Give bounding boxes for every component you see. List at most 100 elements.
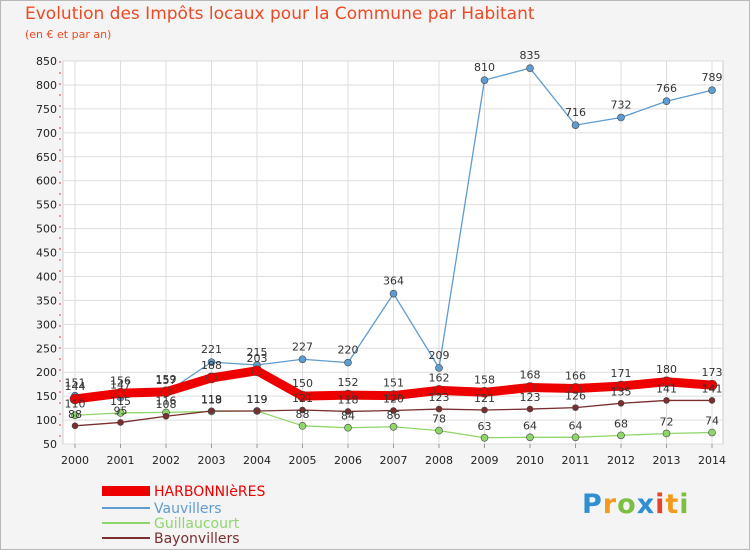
y-tick-label: 500	[36, 223, 57, 236]
data-label: 141	[656, 382, 677, 395]
legend-label: Bayonvillers	[154, 531, 240, 547]
data-point	[708, 397, 716, 404]
data-point	[435, 364, 443, 372]
data-label: 168	[520, 369, 541, 382]
data-point	[389, 289, 398, 298]
data-point	[435, 405, 443, 413]
y-tick-label: 600	[36, 175, 57, 188]
data-label: 173	[702, 366, 723, 379]
data-label: 84	[341, 410, 355, 423]
data-point	[570, 383, 581, 394]
data-point	[481, 406, 488, 414]
data-label: 152	[338, 376, 359, 389]
data-point	[479, 386, 490, 398]
chart-title: Evolution des Impôts locaux pour la Comm…	[25, 4, 535, 24]
data-label: 188	[201, 359, 222, 372]
data-label: 64	[523, 419, 537, 432]
proxiti-logo: Proxiti	[582, 489, 690, 520]
x-tick-label: 2003	[198, 454, 226, 467]
data-point	[524, 382, 536, 393]
data-point	[708, 428, 716, 437]
logo-letter: o	[617, 489, 637, 520]
data-point	[298, 355, 307, 364]
data-label: 121	[474, 392, 495, 405]
x-tick-label: 2011	[562, 454, 590, 467]
data-label: 220	[338, 344, 359, 357]
logo-letter: i	[655, 489, 666, 520]
data-label: 364	[383, 275, 404, 288]
data-point	[344, 408, 352, 415]
data-label: 118	[201, 393, 222, 406]
y-tick-label: 850	[36, 55, 57, 68]
logo-letter: r	[602, 489, 618, 520]
legend-label: HARBONNIèRES	[154, 484, 265, 500]
data-point	[71, 411, 79, 420]
data-point	[116, 409, 125, 417]
data-label: 171	[611, 367, 632, 380]
data-point	[298, 422, 307, 430]
data-label: 789	[702, 71, 723, 84]
data-label: 766	[656, 82, 677, 95]
data-label: 119	[201, 393, 222, 406]
data-point	[390, 407, 397, 414]
data-point	[662, 429, 671, 438]
y-tick-label: 700	[36, 127, 57, 140]
data-label: 108	[156, 398, 177, 411]
logo-letter: i	[679, 489, 690, 520]
data-point	[526, 433, 534, 442]
data-point	[71, 422, 79, 430]
data-label: 156	[110, 374, 131, 387]
data-point	[617, 400, 625, 407]
data-label: 118	[338, 393, 359, 406]
data-point	[572, 404, 579, 411]
data-label: 86	[387, 409, 401, 422]
x-tick-label: 2009	[471, 454, 499, 467]
data-label: 221	[201, 343, 222, 356]
data-point	[480, 76, 489, 84]
chart-subtitle: (en € et par an)	[25, 28, 112, 41]
data-point	[571, 433, 580, 442]
data-point	[663, 397, 670, 404]
data-label: 157	[156, 374, 177, 387]
data-label: 147	[110, 379, 131, 392]
data-label: 141	[702, 382, 723, 395]
y-tick-label: 100	[36, 414, 57, 427]
x-tick-label: 2005	[289, 454, 317, 467]
data-point	[162, 412, 170, 420]
data-label: 88	[296, 408, 310, 421]
y-tick-label: 150	[36, 390, 57, 403]
data-point	[526, 405, 534, 413]
data-point	[117, 419, 124, 426]
x-tick-label: 2010	[516, 454, 544, 467]
x-tick-label: 2007	[380, 454, 408, 467]
data-label: 209	[429, 349, 450, 362]
y-tick-label: 250	[36, 342, 57, 355]
data-point	[617, 431, 625, 440]
x-tick-label: 2001	[107, 454, 135, 467]
data-point	[480, 433, 489, 442]
data-label: 810	[474, 61, 495, 74]
data-label: 123	[520, 391, 541, 404]
x-tick-label: 2004	[243, 454, 271, 467]
data-labels: 144 156 159 188 203 150 152 151 162 158 168 166 171 1…	[65, 49, 723, 433]
data-point	[160, 386, 172, 398]
legend-label: Guillaucourt	[154, 516, 240, 532]
data-label: 150	[292, 377, 313, 390]
y-tick-label: 750	[36, 103, 57, 116]
data-label: 835	[520, 49, 541, 62]
data-label: 64	[569, 419, 583, 432]
data-label: 123	[429, 391, 450, 404]
data-point	[208, 407, 215, 415]
logo-letter: t	[665, 489, 680, 520]
data-label: 119	[247, 393, 268, 406]
data-point	[344, 358, 352, 367]
data-point	[617, 113, 625, 122]
data-point	[571, 121, 580, 129]
data-label: 110	[65, 397, 86, 410]
data-label: 203	[247, 352, 268, 365]
data-point	[251, 365, 263, 377]
x-axis: 2000 2001 2002 2003 2004 2005 2006 2007 2008 2009…	[61, 444, 726, 467]
data-point	[615, 380, 627, 392]
data-point	[433, 385, 445, 396]
data-label: 63	[478, 420, 492, 433]
